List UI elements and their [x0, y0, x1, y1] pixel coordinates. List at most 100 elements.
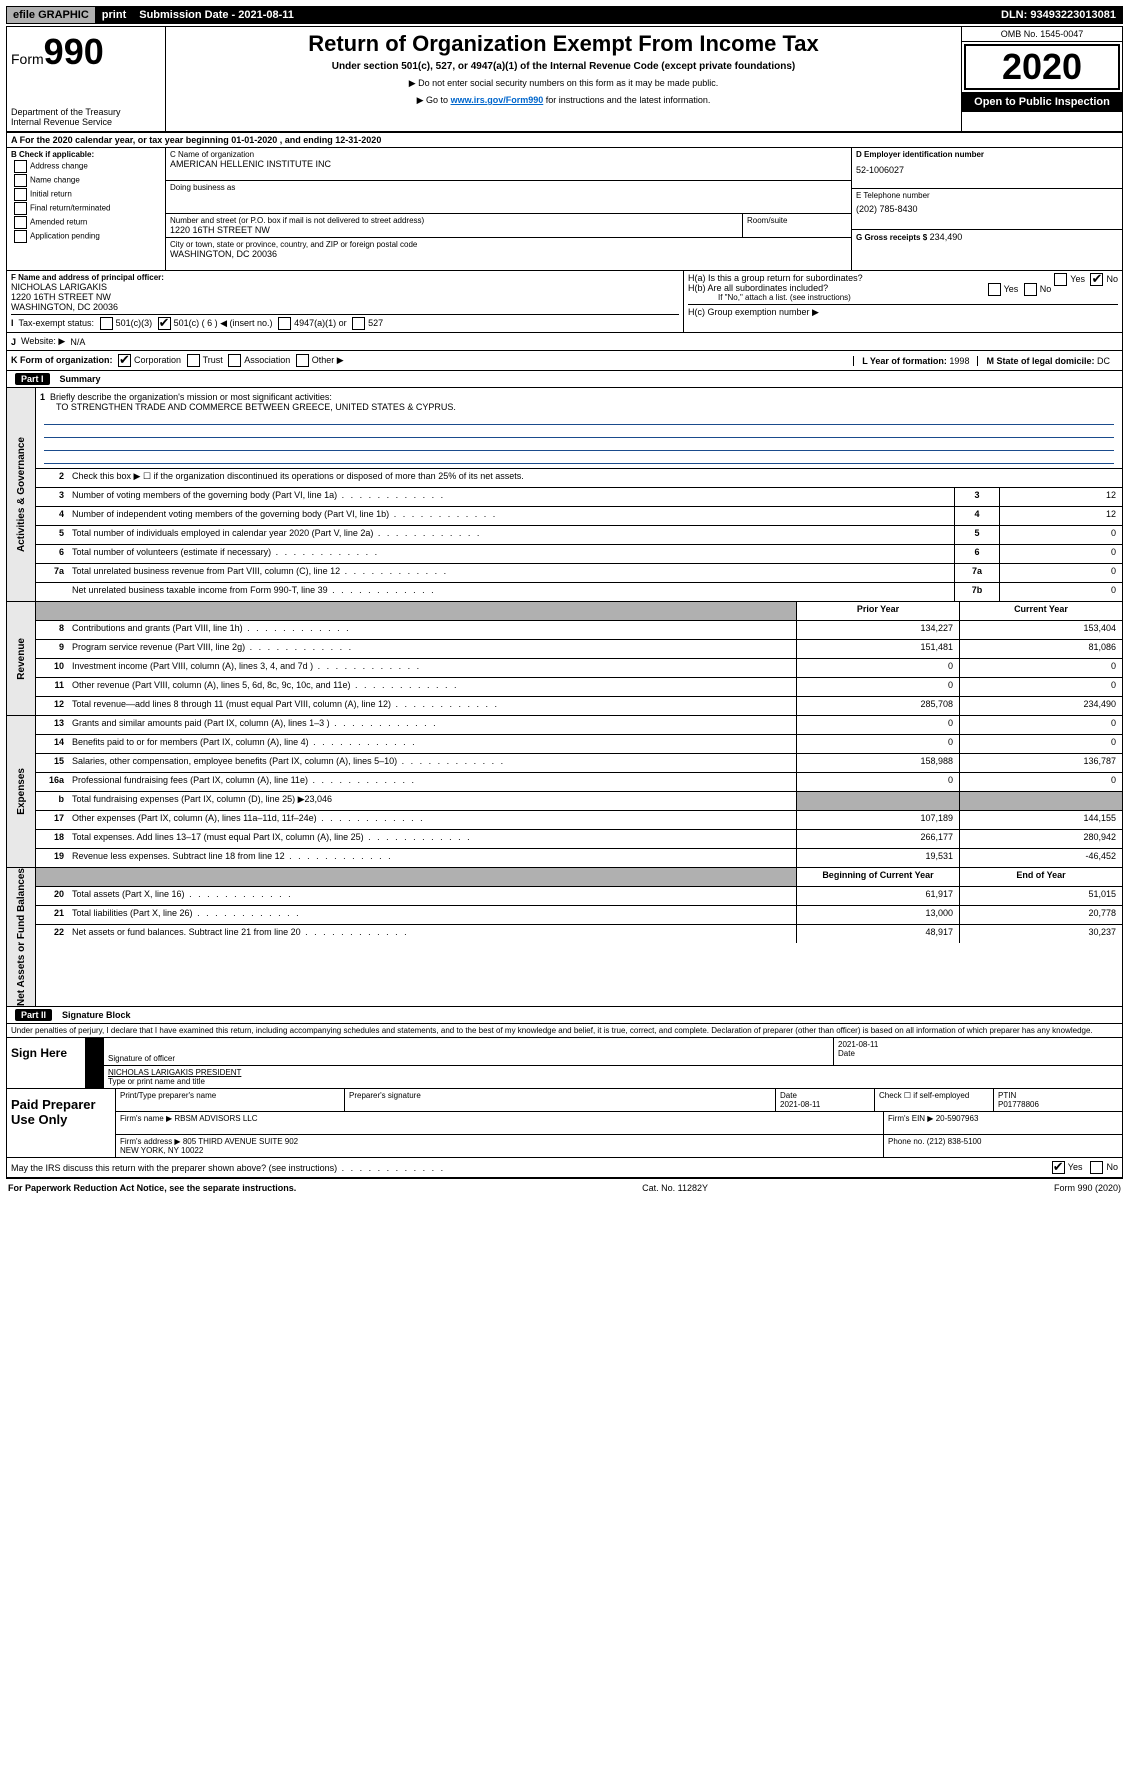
chk-pending[interactable]: Application pending — [11, 230, 161, 243]
note-post: for instructions and the latest informat… — [543, 95, 710, 105]
self-emp-label: Check ☐ if self-employed — [879, 1091, 969, 1100]
prep-date-label: Date — [780, 1091, 797, 1100]
perjury-text: Under penalties of perjury, I declare th… — [6, 1024, 1123, 1038]
discuss-row: May the IRS discuss this return with the… — [6, 1158, 1123, 1178]
ha-yes[interactable] — [1054, 273, 1067, 286]
page-footer: For Paperwork Reduction Act Notice, see … — [6, 1178, 1123, 1197]
prep-name-label: Print/Type preparer's name — [120, 1091, 216, 1100]
col-eoy: End of Year — [959, 868, 1122, 886]
city-state-zip: WASHINGTON, DC 20036 — [170, 249, 847, 259]
table-row: 7aTotal unrelated business revenue from … — [36, 564, 1122, 583]
phone-value: (202) 785-8430 — [856, 204, 1118, 214]
officer-name: NICHOLAS LARIGAKIS — [11, 282, 679, 292]
expenses-section: Expenses 13Grants and similar amounts pa… — [6, 716, 1123, 868]
chk-other[interactable] — [296, 354, 309, 367]
line-a: A For the 2020 calendar year, or tax yea… — [6, 133, 1123, 148]
chk-assoc[interactable] — [228, 354, 241, 367]
table-row: 13Grants and similar amounts paid (Part … — [36, 716, 1122, 735]
table-row: 14Benefits paid to or for members (Part … — [36, 735, 1122, 754]
part1-title: Summary — [60, 374, 101, 384]
ein-label: D Employer identification number — [856, 150, 1118, 159]
sign-here-label: Sign Here — [7, 1038, 86, 1088]
part1-header: Part I Summary — [6, 371, 1123, 388]
sig-date: 2021-08-11 — [838, 1040, 1118, 1049]
ha-row: H(a) Is this a group return for subordin… — [688, 273, 1118, 283]
col-current: Current Year — [959, 602, 1122, 620]
city-label: City or town, state or province, country… — [170, 240, 847, 249]
chk-initial-return[interactable]: Initial return — [11, 188, 161, 201]
form-no: 990 — [44, 31, 104, 72]
chk-corp[interactable] — [118, 354, 131, 367]
dept-label: Department of the Treasury Internal Reve… — [11, 107, 161, 127]
year-formation: 1998 — [949, 356, 969, 366]
gross-label: G Gross receipts $ — [856, 233, 927, 242]
chk-4947[interactable] — [278, 317, 291, 330]
note-ssn: ▶ Do not enter social security numbers o… — [170, 78, 957, 89]
sig-name: NICHOLAS LARIGAKIS PRESIDENT — [108, 1068, 1118, 1077]
table-row: 11Other revenue (Part VIII, column (A), … — [36, 678, 1122, 697]
chk-name-change[interactable]: Name change — [11, 174, 161, 187]
table-row: 5Total number of individuals employed in… — [36, 526, 1122, 545]
form-title: Return of Organization Exempt From Incom… — [170, 31, 957, 57]
table-row: 21Total liabilities (Part X, line 26)13,… — [36, 906, 1122, 925]
website-value: N/A — [70, 337, 85, 347]
form-header: Form990 Department of the Treasury Inter… — [6, 26, 1123, 133]
table-row: Net unrelated business taxable income fr… — [36, 583, 1122, 601]
col-b-header: B Check if applicable: — [11, 150, 161, 159]
table-row: 15Salaries, other compensation, employee… — [36, 754, 1122, 773]
tax-exempt-label: Tax-exempt status: — [19, 318, 95, 328]
governance-tab: Activities & Governance — [16, 437, 27, 552]
paid-preparer-block: Paid Preparer Use Only Print/Type prepar… — [6, 1089, 1123, 1158]
firm-name-label: Firm's name ▶ — [120, 1114, 172, 1123]
line-k: K Form of organization: Corporation Trus… — [6, 351, 1123, 371]
footer-right: Form 990 (2020) — [1054, 1183, 1121, 1193]
chk-address-change[interactable]: Address change — [11, 160, 161, 173]
arrow-icon — [86, 1066, 104, 1088]
year-formation-label: L Year of formation: — [862, 356, 947, 366]
discuss-no[interactable] — [1090, 1161, 1103, 1174]
footer-left: For Paperwork Reduction Act Notice, see … — [8, 1183, 296, 1193]
prep-sig-label: Preparer's signature — [349, 1091, 421, 1100]
ha-no[interactable] — [1090, 273, 1103, 286]
irs-link[interactable]: www.irs.gov/Form990 — [451, 95, 544, 105]
ptin-value: P01778806 — [998, 1100, 1039, 1109]
revenue-section: Revenue Prior YearCurrent Year 8Contribu… — [6, 602, 1123, 716]
table-row: 10Investment income (Part VIII, column (… — [36, 659, 1122, 678]
org-name: AMERICAN HELLENIC INSTITUTE INC — [170, 159, 847, 169]
note-pre: ▶ Go to — [417, 95, 451, 105]
chk-final-return[interactable]: Final return/terminated — [11, 202, 161, 215]
table-row: 19Revenue less expenses. Subtract line 1… — [36, 849, 1122, 867]
dba-label: Doing business as — [170, 183, 847, 192]
col-prior: Prior Year — [796, 602, 959, 620]
firm-phone-label: Phone no. — [888, 1137, 924, 1146]
table-row: 3Number of voting members of the governi… — [36, 488, 1122, 507]
discuss-yes[interactable] — [1052, 1161, 1065, 1174]
line-j: J Website: ▶ N/A — [6, 333, 1123, 351]
chk-501c3[interactable] — [100, 317, 113, 330]
netassets-tab: Net Assets or Fund Balances — [16, 868, 27, 1006]
expenses-tab: Expenses — [16, 768, 27, 815]
website-label: Website: ▶ — [21, 336, 65, 347]
chk-501c[interactable] — [158, 317, 171, 330]
chk-527[interactable] — [352, 317, 365, 330]
hb-yes[interactable] — [988, 283, 1001, 296]
chk-amended[interactable]: Amended return — [11, 216, 161, 229]
domicile: DC — [1097, 356, 1110, 366]
firm-ein-label: Firm's EIN ▶ — [888, 1114, 933, 1123]
phone-label: E Telephone number — [856, 191, 1118, 200]
form-org-label: K Form of organization: — [11, 355, 113, 365]
ein-value: 52-1006027 — [856, 165, 1118, 175]
print-button[interactable]: print — [96, 7, 133, 23]
omb-number: OMB No. 1545-0047 — [962, 27, 1122, 42]
part2-header: Part II Signature Block — [6, 1007, 1123, 1024]
hb-note: If "No," attach a list. (see instruction… — [688, 293, 1118, 302]
sig-date-label: Date — [838, 1049, 855, 1058]
table-row: 16aProfessional fundraising fees (Part I… — [36, 773, 1122, 792]
firm-name: RBSM ADVISORS LLC — [174, 1114, 257, 1123]
hb-no[interactable] — [1024, 283, 1037, 296]
dln-label: DLN: 93493223013081 — [995, 7, 1122, 23]
firm-addr-label: Firm's address ▶ — [120, 1137, 181, 1146]
chk-trust[interactable] — [187, 354, 200, 367]
gross-value: 234,490 — [930, 232, 963, 242]
table-row: 12Total revenue—add lines 8 through 11 (… — [36, 697, 1122, 715]
